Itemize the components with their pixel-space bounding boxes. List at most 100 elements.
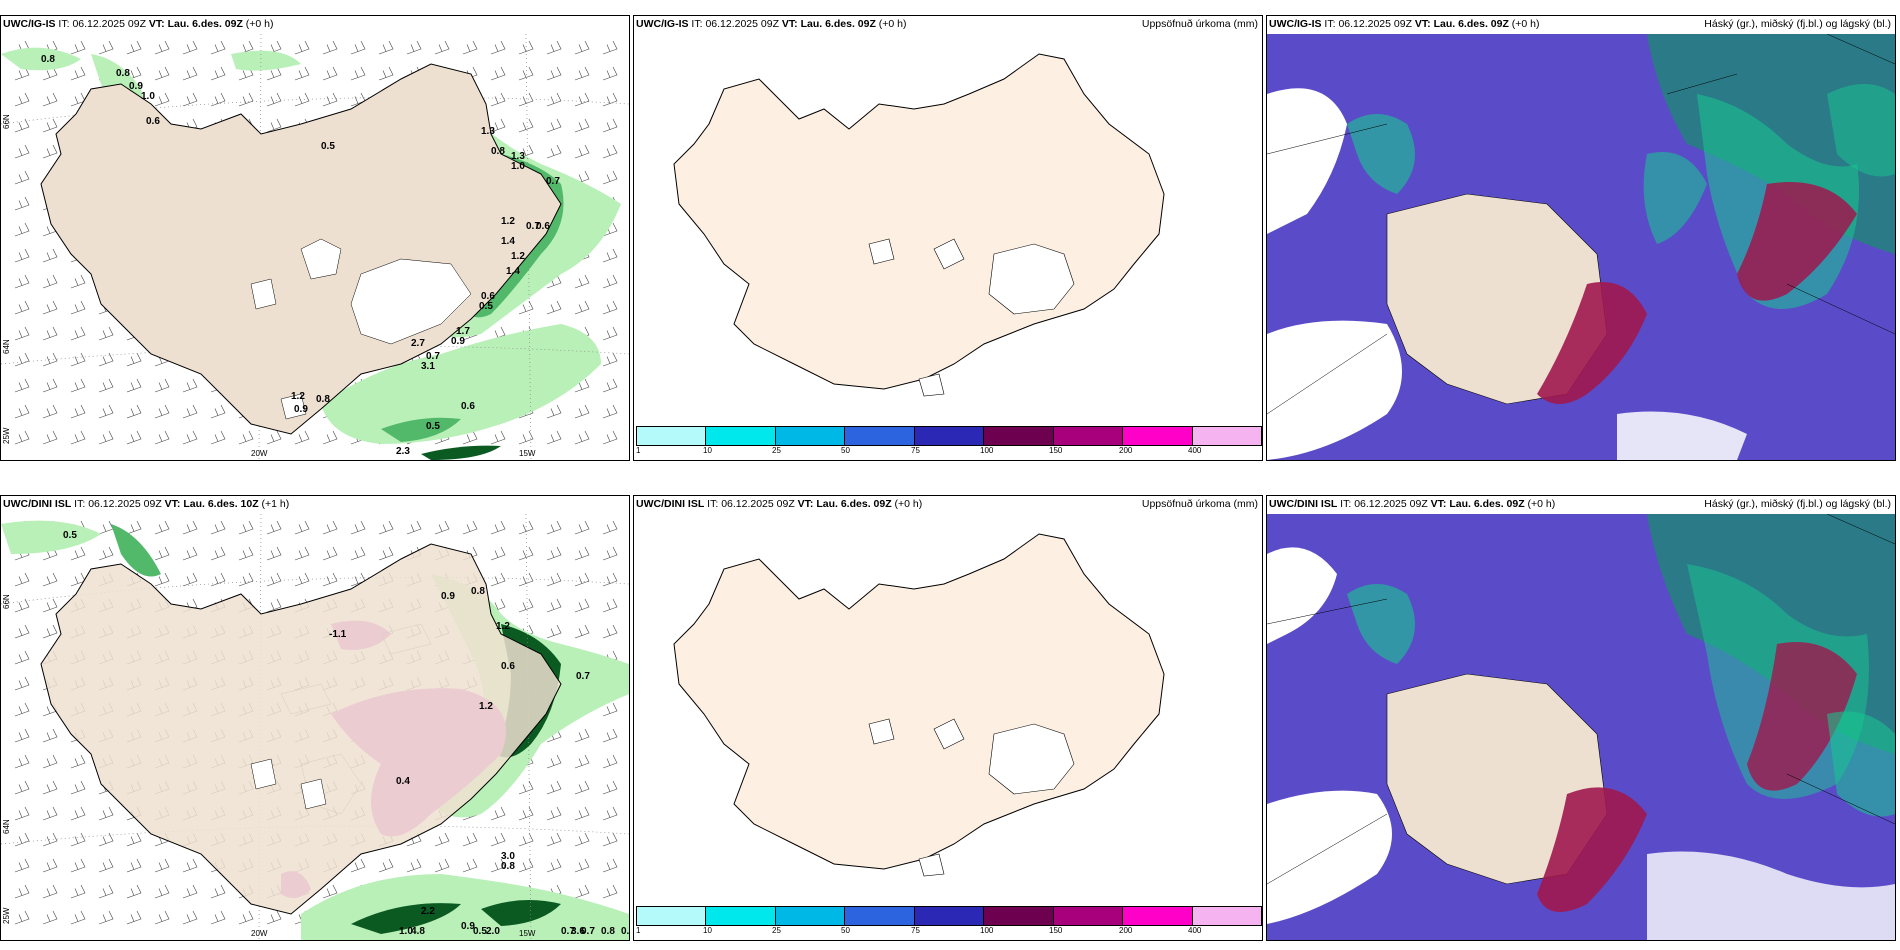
wind-barb — [602, 170, 618, 185]
colorbar-label: 200 — [1119, 926, 1133, 935]
wind-barb — [602, 144, 618, 159]
map-precip-wind[interactable]: 0.5-1.10.9 0.81.20.60.71.20.43.00.82.20.9… — [1, 514, 629, 940]
wind-barb — [574, 806, 590, 821]
precip-value-label: 0.9 — [129, 81, 143, 92]
colorbar-swatch — [1053, 427, 1124, 445]
map-accum-precip[interactable] — [634, 514, 1262, 940]
wind-barb — [490, 430, 506, 445]
wind-barb — [126, 884, 142, 899]
init-time: 06.12.2025 09Z — [88, 498, 162, 510]
model-name: UWC/DINI ISL — [636, 498, 705, 510]
wind-barb — [378, 66, 394, 81]
colorbar-labels: 1 10 25 50 75 100 150 200 400 — [636, 446, 1260, 458]
map-clouds[interactable] — [1267, 34, 1895, 460]
colorbar-swatch — [1123, 907, 1193, 925]
wind-barb — [574, 754, 590, 769]
wind-barb — [322, 92, 338, 107]
wind-barb — [42, 300, 58, 315]
wind-barb — [14, 66, 30, 81]
wind-barb — [14, 326, 30, 341]
wind-barb — [210, 572, 226, 587]
precip-value-label: 0.7 — [581, 926, 595, 937]
wind-barb — [210, 404, 226, 419]
wind-barb — [518, 858, 534, 873]
wind-barb — [546, 118, 562, 133]
wind-barb — [210, 884, 226, 899]
wind-barb — [518, 118, 534, 133]
wind-barb — [546, 754, 562, 769]
wind-barb — [14, 624, 30, 639]
precip-value-label: 0.6 — [461, 401, 475, 412]
wind-barb — [490, 832, 506, 847]
wind-barb — [182, 66, 198, 81]
colorbar-label: 150 — [1049, 446, 1063, 455]
wind-barb — [434, 520, 450, 535]
wind-barb — [14, 248, 30, 263]
panel-dini-wind-precip: UWC/DINI ISL IT: 06.12.2025 09Z VT: Lau.… — [0, 495, 630, 941]
colorbar-label: 50 — [841, 446, 850, 455]
precip-value-label: 0.9 — [294, 404, 308, 415]
colorbar-label: 1 — [636, 446, 641, 455]
wind-barb — [126, 520, 142, 535]
precip-value-label: 1.2 — [501, 216, 515, 227]
wind-barb — [574, 780, 590, 795]
wind-barb — [238, 92, 254, 107]
wind-barb — [42, 144, 58, 159]
panel-title: Háský (gr.), miðský (fj.bl.) og lágský (… — [1704, 498, 1891, 510]
colorbar-label: 100 — [980, 446, 994, 455]
wind-barb — [42, 884, 58, 899]
wind-barb — [210, 430, 226, 445]
wind-barb — [42, 754, 58, 769]
wind-barb — [98, 832, 114, 847]
valid-time: Lau. 6.des. 09Z — [1449, 498, 1525, 510]
precip-value-label: 1.2 — [511, 251, 525, 262]
value-labels: 0.5-1.10.9 0.81.20.60.71.20.43.00.82.20.9… — [63, 530, 629, 937]
wind-barb — [154, 910, 170, 925]
wind-barb — [182, 884, 198, 899]
precip-value-label: 0.6 — [536, 221, 550, 232]
wind-barb — [14, 222, 30, 237]
wind-barb — [294, 92, 310, 107]
init-time: 06.12.2025 09Z — [705, 18, 779, 30]
wind-barb — [462, 832, 478, 847]
colorbar-swatch — [637, 427, 707, 445]
wind-barb — [266, 598, 282, 613]
wind-barb — [322, 572, 338, 587]
colorbar-label: 400 — [1188, 446, 1202, 455]
precip-value-label: 0.9 — [451, 336, 465, 347]
value-labels: 0.80.80.91.00.60.51.30.8 1.31.00.71.2 0.71… — [41, 54, 560, 457]
wind-barb — [518, 780, 534, 795]
wind-barb — [70, 326, 86, 341]
precip-value-label: 3.0 — [501, 851, 515, 862]
precip-value-label: -1.1 — [329, 629, 347, 640]
wind-barb — [14, 598, 30, 613]
wind-barb — [294, 520, 310, 535]
wind-barb — [546, 598, 562, 613]
init-time: 06.12.2025 09Z — [1338, 18, 1412, 30]
wind-barb — [574, 118, 590, 133]
wind-barb — [602, 624, 618, 639]
wind-barb — [14, 676, 30, 691]
wind-barb — [574, 92, 590, 107]
wind-barb — [574, 144, 590, 159]
lead-time: (+0 h) — [1527, 498, 1556, 510]
wind-barb — [238, 546, 254, 561]
wind-barb — [546, 404, 562, 419]
wind-barb — [182, 910, 198, 925]
map-accum-precip[interactable] — [634, 34, 1262, 460]
colorbar-label: 25 — [772, 446, 781, 455]
wind-barb — [42, 248, 58, 263]
wind-barb — [602, 520, 618, 535]
wind-barb — [378, 520, 394, 535]
wind-barb — [602, 118, 618, 133]
lead-time: (+0 h) — [894, 498, 923, 510]
map-precip-wind[interactable]: 0.80.80.91.00.60.51.30.8 1.31.00.71.2 0.71… — [1, 34, 629, 460]
wind-barb — [42, 780, 58, 795]
wind-barb — [14, 300, 30, 315]
wind-barb — [126, 910, 142, 925]
wind-barb — [602, 806, 618, 821]
wind-barb — [518, 572, 534, 587]
map-clouds[interactable] — [1267, 514, 1895, 940]
wind-barb — [546, 572, 562, 587]
wind-barb — [210, 910, 226, 925]
